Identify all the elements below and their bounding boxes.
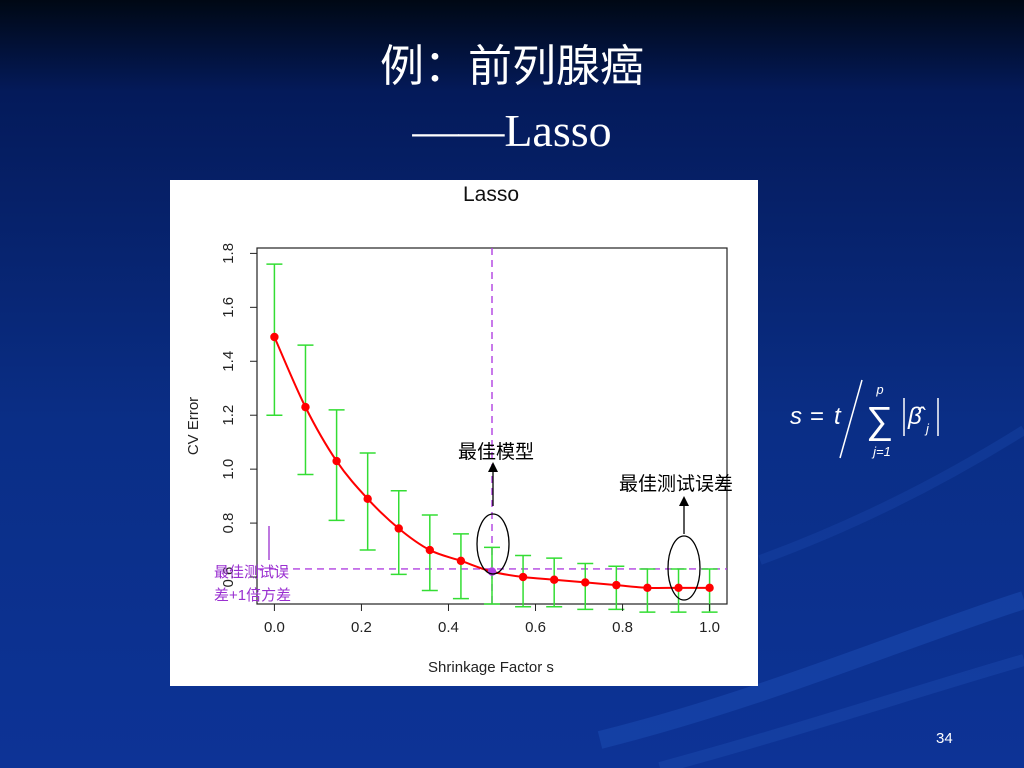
y-tick-label: 1.4: [220, 351, 237, 372]
one-se-label-line2: 差+1倍方差: [214, 587, 291, 604]
error-bar: [452, 533, 469, 600]
one-se-label-line1: 最佳测试误: [214, 564, 289, 581]
x-tick-label: 0.0: [264, 619, 285, 636]
best-test-error-ellipse: [667, 535, 701, 601]
best-model-ellipse: [476, 513, 510, 575]
x-axis-ticks: 0.0 0.2 0.4 0.6 0.8 1.0: [264, 604, 720, 636]
data-point: [301, 402, 310, 412]
slide-subtitle: ——Lasso: [412, 105, 612, 156]
data-point: [363, 494, 372, 504]
slide-number: 34: [936, 730, 953, 747]
y-axis-ticks: 0.6 0.8 1.0 1.2 1.4 1.6 1.8: [220, 243, 257, 587]
y-tick-label: 1.0: [220, 459, 237, 480]
data-point: [612, 580, 621, 590]
data-point: [270, 332, 279, 342]
x-tick-label: 0.8: [612, 619, 633, 636]
slide-title: 例：前列腺癌: [380, 41, 644, 92]
best-model-arrowhead: [488, 462, 498, 472]
data-point: [456, 556, 466, 566]
best-model-label: 最佳模型: [458, 441, 534, 463]
x-tick-label: 0.2: [351, 619, 372, 636]
x-axis-label: Shrinkage Factor s: [428, 659, 554, 676]
data-point: [581, 578, 590, 587]
y-axis-label: CV Error: [185, 397, 202, 455]
formula-sum-lower: j=1: [871, 444, 891, 459]
formula-beta: β̂: [907, 403, 926, 430]
formula-t: t: [834, 403, 842, 430]
data-point: [425, 545, 435, 555]
formula-s: s: [790, 403, 802, 430]
y-tick-label: 0.6: [220, 567, 237, 588]
data-point: [674, 583, 683, 593]
formula-slash: [839, 379, 863, 459]
formula-beta-sub: j: [924, 421, 930, 436]
data-point: [549, 575, 559, 584]
chart-title: Lasso: [463, 183, 519, 206]
x-tick-label: 0.4: [438, 619, 459, 636]
y-tick-label: 0.8: [220, 513, 237, 534]
lasso-cv-chart: Lasso 0.0 0.2 0.4 0.6 0.8 1.0 0.6 0.8 1.0 1.2 1.4…: [185, 183, 733, 676]
data-point: [643, 583, 652, 593]
data-point: [518, 572, 528, 582]
data-point: [705, 583, 714, 593]
y-tick-label: 1.6: [220, 297, 237, 318]
x-tick-label: 1.0: [699, 619, 720, 636]
x-tick-label: 0.6: [525, 619, 546, 636]
formula-sum-sign: ∑: [866, 400, 893, 442]
lasso-constraint-formula: s = t p ∑ j=1 β̂ j: [790, 379, 939, 459]
error-bars: [266, 263, 718, 613]
data-point: [332, 456, 341, 466]
formula-equals: =: [810, 403, 824, 430]
best-test-error-label: 最佳测试误差: [619, 473, 733, 495]
y-tick-label: 1.2: [220, 405, 237, 426]
y-tick-label: 1.8: [220, 243, 237, 264]
formula-sum-upper: p: [875, 382, 883, 397]
data-point: [394, 524, 403, 533]
best-test-error-arrowhead: [679, 496, 689, 506]
chart-panel: Lasso 0.0 0.2 0.4 0.6 0.8 1.0 0.6 0.8 1.0 1.2 1.4…: [170, 180, 758, 686]
